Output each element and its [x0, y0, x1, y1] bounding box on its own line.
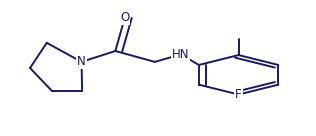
Text: F: F [235, 88, 242, 101]
Text: O: O [120, 11, 130, 24]
Text: N: N [77, 55, 86, 68]
Text: HN: HN [172, 48, 190, 61]
